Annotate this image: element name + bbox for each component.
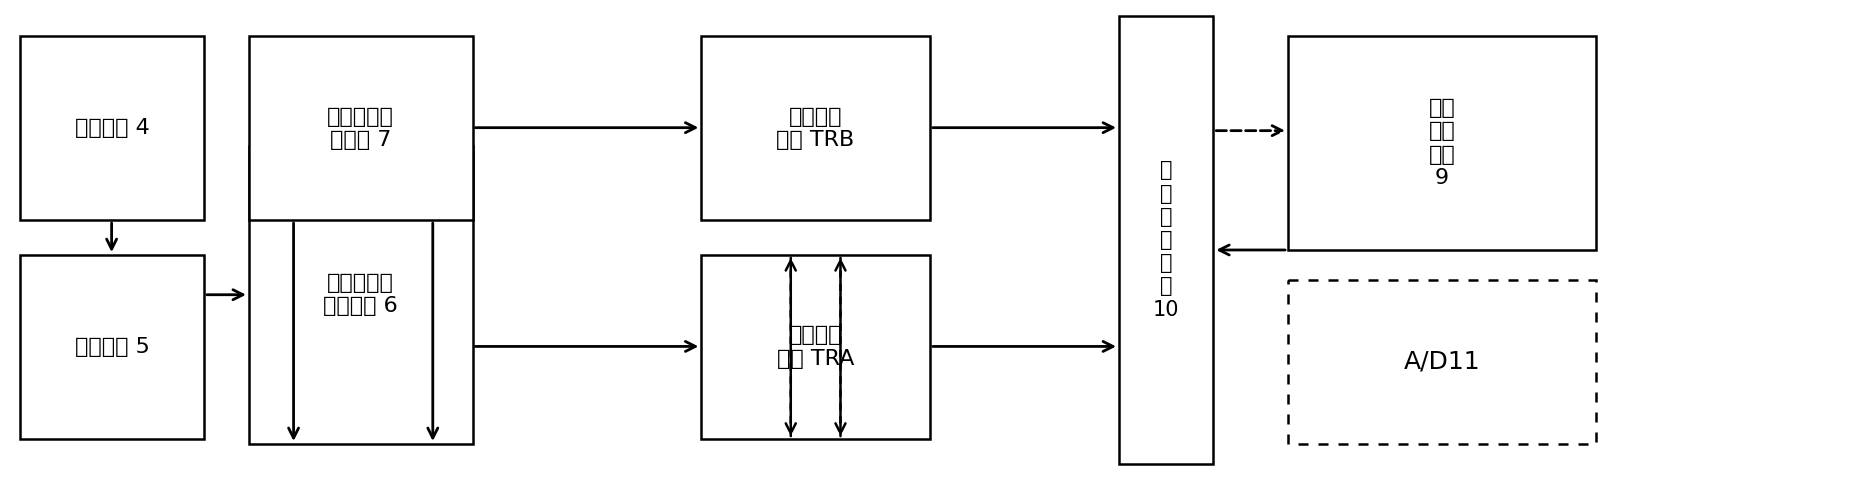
Bar bbox=[702, 36, 930, 220]
Text: A/D11: A/D11 bbox=[1404, 350, 1480, 374]
Bar bbox=[702, 255, 930, 439]
Bar bbox=[248, 146, 472, 444]
Bar bbox=[1287, 36, 1596, 250]
Bar bbox=[248, 36, 472, 220]
Text: 信
号
调
整
电
路
10: 信 号 调 整 电 路 10 bbox=[1154, 161, 1180, 320]
Text: 振荡电路 4: 振荡电路 4 bbox=[74, 118, 150, 138]
Text: 超声波脉冲
发射电路 6: 超声波脉冲 发射电路 6 bbox=[324, 273, 398, 316]
Text: 超声波换
能器 TRA: 超声波换 能器 TRA bbox=[778, 326, 854, 369]
Text: 升压电路 5: 升压电路 5 bbox=[74, 337, 150, 357]
Text: 同步触发控
制电路 7: 同步触发控 制电路 7 bbox=[328, 107, 394, 150]
Text: 超声波换
能器 TRB: 超声波换 能器 TRB bbox=[776, 107, 856, 150]
Bar bbox=[20, 36, 204, 220]
Bar bbox=[1287, 280, 1596, 444]
Bar bbox=[1119, 16, 1213, 464]
Bar bbox=[20, 255, 204, 439]
Text: 增益
控制
电路
9: 增益 控制 电路 9 bbox=[1428, 98, 1456, 188]
